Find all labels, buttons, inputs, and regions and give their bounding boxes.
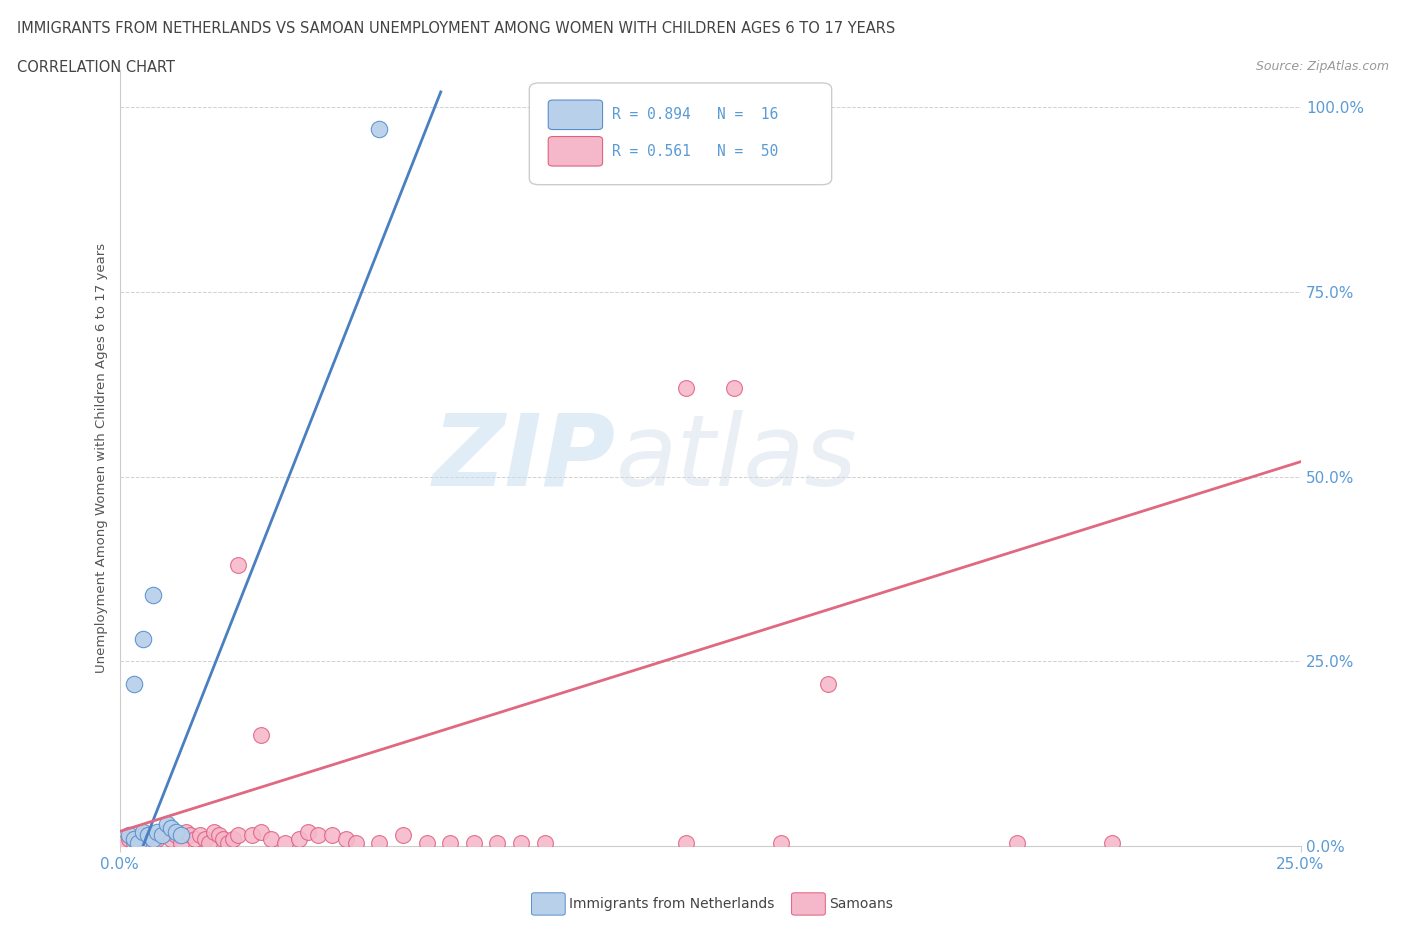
Point (142, 831, 165, 846)
Point (288, 831, 311, 846)
FancyBboxPatch shape (548, 137, 603, 166)
Point (146, 824, 169, 839)
Point (392, 828, 415, 843)
Point (202, 824, 225, 839)
Point (769, 835, 792, 850)
Point (170, 835, 193, 850)
Point (260, 831, 283, 846)
FancyBboxPatch shape (529, 83, 832, 185)
Point (142, 588, 165, 603)
Point (122, 676, 145, 691)
Point (150, 828, 173, 843)
Point (817, 676, 839, 691)
Text: Source: ZipAtlas.com: Source: ZipAtlas.com (1256, 60, 1389, 73)
FancyBboxPatch shape (548, 100, 603, 129)
Text: ZIP: ZIP (433, 409, 616, 507)
Point (250, 824, 273, 839)
Point (150, 828, 173, 843)
Point (136, 831, 159, 846)
Point (193, 831, 215, 846)
Point (274, 835, 297, 850)
Y-axis label: Unemployment Among Women with Children Ages 6 to 17 years: Unemployment Among Women with Children A… (96, 243, 108, 673)
Text: Immigrants from Netherlands: Immigrants from Netherlands (569, 897, 775, 911)
Point (170, 828, 193, 843)
Point (307, 828, 329, 843)
Point (1101, 835, 1123, 850)
Point (675, 835, 697, 850)
Point (160, 831, 183, 846)
Point (463, 835, 485, 850)
Point (174, 824, 197, 839)
Text: R = 0.561   N =  50: R = 0.561 N = 50 (612, 144, 779, 159)
Point (136, 828, 159, 843)
Point (165, 828, 187, 843)
Point (208, 828, 231, 843)
Point (510, 835, 533, 850)
Point (335, 831, 357, 846)
Point (415, 835, 437, 850)
Point (188, 828, 211, 843)
Text: Samoans: Samoans (830, 897, 893, 911)
Point (439, 835, 461, 850)
Point (240, 828, 263, 843)
Point (132, 835, 155, 850)
Point (675, 380, 697, 395)
Point (217, 835, 239, 850)
Point (132, 828, 155, 843)
Point (118, 831, 141, 846)
Point (112, 835, 135, 850)
Text: atlas: atlas (616, 409, 858, 507)
Point (212, 831, 235, 846)
Point (226, 828, 249, 843)
Point (297, 824, 319, 839)
Point (321, 828, 343, 843)
Point (368, 122, 391, 137)
Point (226, 558, 249, 573)
Point (160, 820, 183, 835)
Point (1005, 835, 1028, 850)
Point (127, 835, 149, 850)
Point (533, 835, 555, 850)
Point (146, 831, 169, 846)
Point (486, 835, 509, 850)
Text: CORRELATION CHART: CORRELATION CHART (17, 60, 174, 75)
Point (132, 824, 155, 839)
Point (198, 835, 221, 850)
Point (142, 835, 165, 850)
Point (250, 728, 273, 743)
Point (747, 122, 769, 137)
Point (184, 831, 207, 846)
Point (118, 828, 141, 843)
Point (557, 122, 579, 137)
Point (368, 835, 391, 850)
Point (165, 824, 187, 839)
Point (179, 828, 201, 843)
Point (222, 831, 245, 846)
Point (127, 831, 149, 846)
Point (122, 831, 145, 846)
Point (132, 631, 155, 646)
Text: IMMIGRANTS FROM NETHERLANDS VS SAMOAN UNEMPLOYMENT AMONG WOMEN WITH CHILDREN AGE: IMMIGRANTS FROM NETHERLANDS VS SAMOAN UN… (17, 21, 896, 36)
Point (122, 835, 145, 850)
Point (156, 824, 179, 839)
Point (344, 835, 367, 850)
Point (156, 817, 179, 831)
Point (723, 380, 745, 395)
Text: R = 0.894   N =  16: R = 0.894 N = 16 (612, 107, 779, 122)
